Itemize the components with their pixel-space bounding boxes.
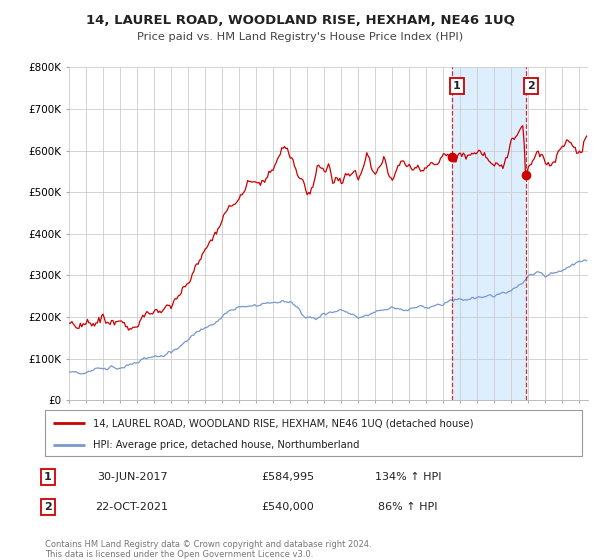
Text: This data is licensed under the Open Government Licence v3.0.: This data is licensed under the Open Gov… xyxy=(45,550,313,559)
Text: 22-OCT-2021: 22-OCT-2021 xyxy=(95,502,169,512)
Text: 14, LAUREL ROAD, WOODLAND RISE, HEXHAM, NE46 1UQ: 14, LAUREL ROAD, WOODLAND RISE, HEXHAM, … xyxy=(86,14,514,27)
Text: 134% ↑ HPI: 134% ↑ HPI xyxy=(375,472,441,482)
Text: 2: 2 xyxy=(527,81,535,91)
Text: Price paid vs. HM Land Registry's House Price Index (HPI): Price paid vs. HM Land Registry's House … xyxy=(137,32,463,43)
Text: 30-JUN-2017: 30-JUN-2017 xyxy=(97,472,167,482)
Text: 14, LAUREL ROAD, WOODLAND RISE, HEXHAM, NE46 1UQ (detached house): 14, LAUREL ROAD, WOODLAND RISE, HEXHAM, … xyxy=(94,418,474,428)
Text: £584,995: £584,995 xyxy=(262,472,314,482)
Bar xyxy=(452,67,526,400)
Text: 1: 1 xyxy=(44,472,52,482)
Text: 1: 1 xyxy=(453,81,461,91)
Text: 2: 2 xyxy=(44,502,52,512)
Text: 86% ↑ HPI: 86% ↑ HPI xyxy=(378,502,438,512)
Text: Contains HM Land Registry data © Crown copyright and database right 2024.: Contains HM Land Registry data © Crown c… xyxy=(45,540,371,549)
FancyBboxPatch shape xyxy=(45,410,582,456)
Text: HPI: Average price, detached house, Northumberland: HPI: Average price, detached house, Nort… xyxy=(94,440,360,450)
Text: £540,000: £540,000 xyxy=(262,502,314,512)
